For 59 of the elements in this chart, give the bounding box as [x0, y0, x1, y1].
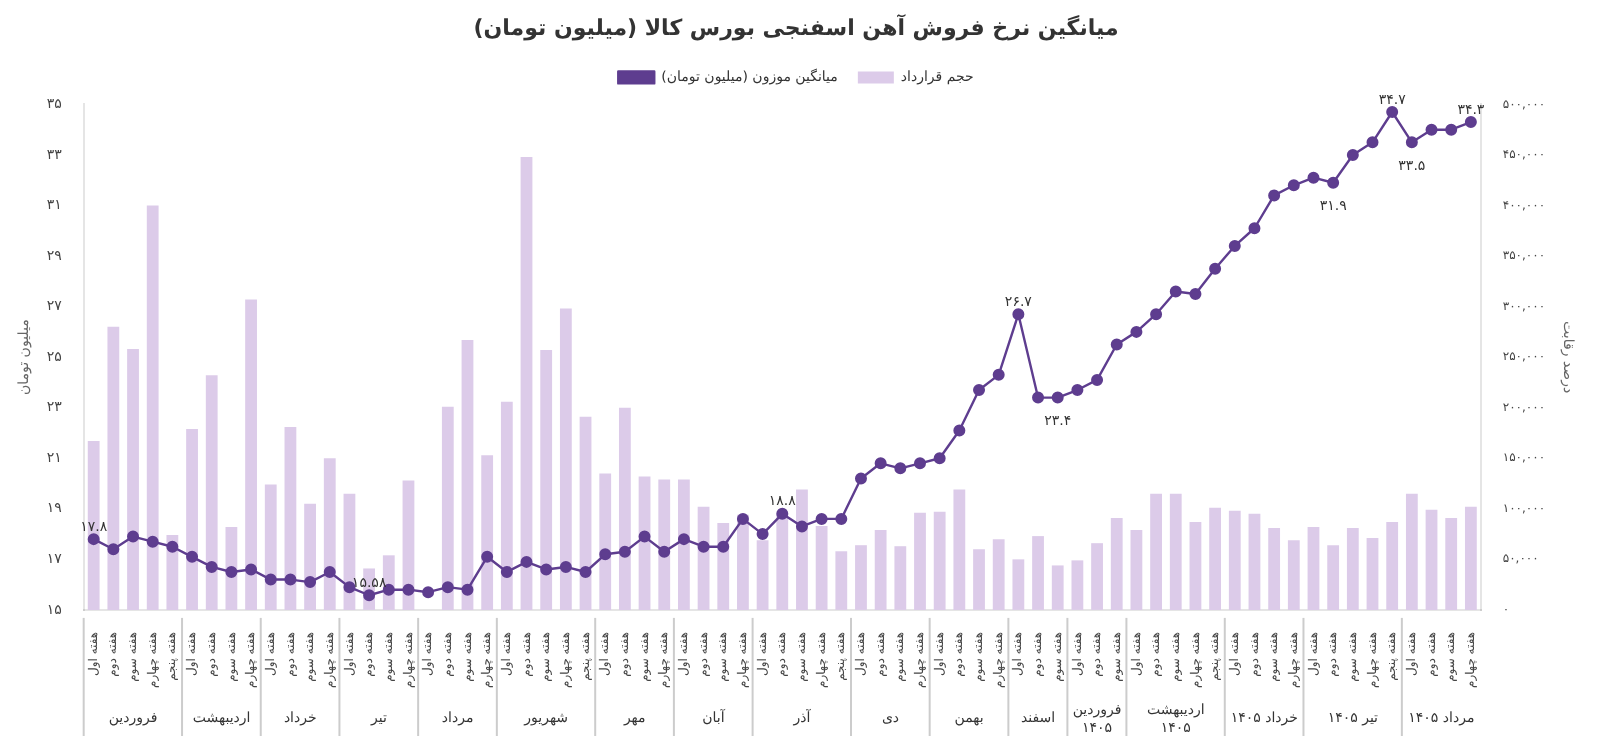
bar — [1012, 559, 1025, 610]
bar — [107, 326, 120, 610]
bar — [264, 484, 277, 610]
bar — [461, 339, 474, 610]
bar — [1366, 538, 1379, 610]
bar — [540, 350, 553, 610]
bar — [1189, 521, 1202, 610]
bar — [245, 299, 257, 610]
bar — [481, 455, 494, 610]
bar — [1307, 527, 1320, 610]
bar — [520, 156, 533, 610]
bar — [618, 407, 631, 610]
bar — [500, 401, 513, 610]
bar — [1464, 506, 1477, 610]
bar — [1091, 543, 1103, 610]
bar — [186, 428, 198, 610]
bar — [638, 476, 651, 610]
bar — [1071, 560, 1084, 610]
bar — [894, 546, 907, 610]
bar — [127, 349, 139, 610]
bar — [1110, 517, 1123, 610]
bar — [441, 406, 454, 610]
bar — [973, 549, 985, 610]
bar — [304, 503, 316, 610]
bar — [874, 530, 887, 610]
bar — [284, 426, 297, 610]
bar — [1051, 565, 1064, 610]
bar — [1228, 510, 1241, 610]
bar — [1405, 493, 1418, 610]
bar — [953, 489, 966, 610]
bar — [1445, 517, 1458, 610]
bar — [1287, 540, 1300, 610]
bar — [1209, 507, 1222, 610]
bar — [914, 512, 926, 610]
bar — [1032, 536, 1044, 610]
bar — [402, 480, 415, 610]
bar — [1130, 530, 1143, 610]
bar — [1346, 528, 1359, 610]
bar — [1268, 528, 1281, 610]
bar — [1150, 493, 1162, 610]
chart-title: میانگین نرخ فروش آهن اسفنجی بورس کالا (میلیون تومان) — [473, 12, 1119, 41]
bar — [1386, 521, 1399, 610]
bar — [205, 375, 218, 610]
bar — [933, 511, 946, 610]
bar — [992, 539, 1005, 610]
bar — [796, 489, 808, 610]
bar — [323, 458, 336, 610]
bar — [1327, 545, 1340, 610]
bar — [1425, 509, 1438, 610]
bar — [678, 479, 690, 610]
bar — [579, 416, 592, 610]
bar — [1248, 513, 1261, 610]
bar — [855, 545, 867, 610]
bar — [146, 205, 159, 610]
bar — [559, 308, 572, 610]
bar — [599, 473, 612, 610]
bar — [658, 479, 671, 610]
bar — [835, 551, 848, 610]
bar — [1169, 493, 1182, 610]
